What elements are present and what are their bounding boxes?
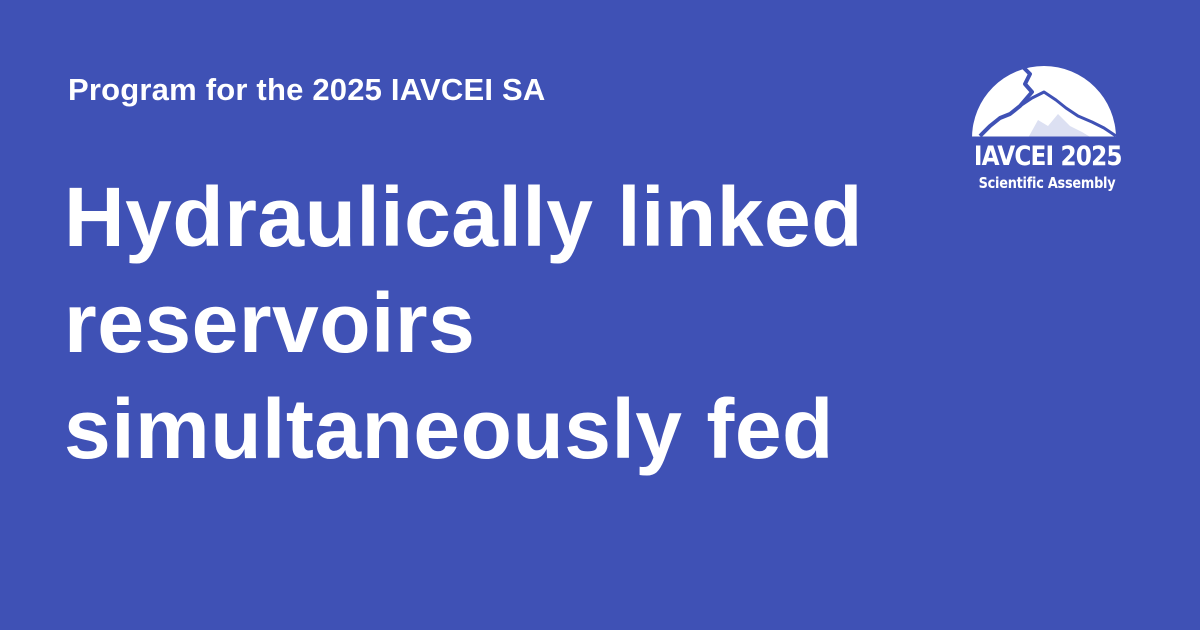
logo-subtitle: Scientific Assembly: [978, 174, 1116, 192]
volcano-mountain-icon: [972, 64, 1117, 140]
title-line-1: Hydraulically linked: [64, 170, 863, 264]
iavcei-logo: IAVCEI 2025 Scientific Assembly: [962, 56, 1132, 206]
program-label: Program for the 2025 IAVCEI SA: [68, 72, 546, 107]
page-title: Hydraulically linked reservoirs simultan…: [64, 164, 924, 482]
title-line-2: reservoirs: [64, 276, 476, 370]
logo-name: IAVCEI 2025: [973, 141, 1123, 172]
title-line-3: simultaneously fed: [64, 382, 834, 476]
